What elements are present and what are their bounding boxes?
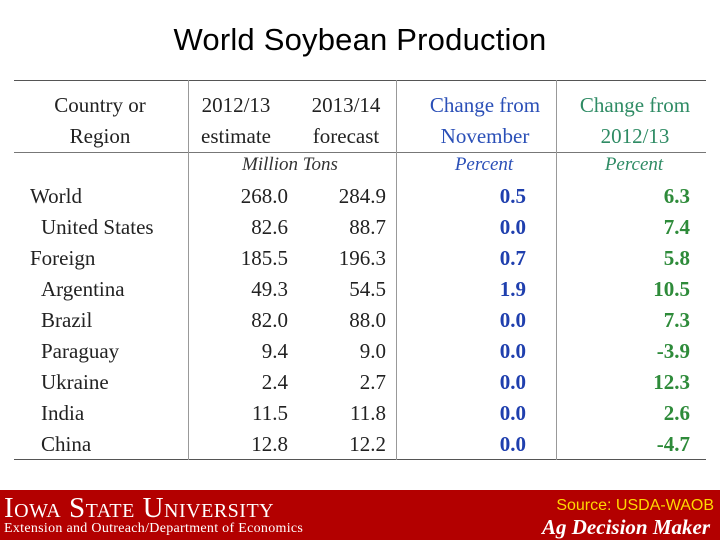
iowa-state-logo: Iowa State University bbox=[4, 492, 274, 525]
table-row: Foreign 185.5 196.3 0.7 5.8 bbox=[14, 243, 706, 274]
forecast-value: 88.0 bbox=[349, 308, 386, 332]
unit-million-tons: Million Tons bbox=[242, 154, 338, 175]
estimate-value: 185.5 bbox=[240, 246, 288, 270]
header-divider bbox=[14, 152, 706, 153]
header-change-prior-year: Change from 2012/13 bbox=[579, 93, 691, 148]
change-prior-year-value: 7.4 bbox=[663, 215, 690, 239]
forecast-value: 88.7 bbox=[349, 215, 386, 239]
header-country: Country or Region bbox=[54, 93, 146, 148]
region-name: World bbox=[30, 184, 82, 208]
estimate-value: 82.6 bbox=[251, 215, 288, 239]
header-forecast: 2013/14 forecast bbox=[311, 93, 381, 148]
slide-title: World Soybean Production bbox=[173, 22, 547, 57]
region-name: United States bbox=[41, 215, 154, 239]
change-november-value: 0.0 bbox=[499, 370, 526, 394]
unit-percent: Percent bbox=[604, 154, 664, 175]
extension-text: Extension and Outreach/Department of Eco… bbox=[4, 521, 304, 536]
estimate-value: 11.5 bbox=[252, 401, 288, 425]
region-name: Brazil bbox=[41, 308, 93, 332]
column-divider bbox=[188, 80, 189, 460]
table-row: United States 82.6 88.7 0.0 7.4 bbox=[14, 212, 706, 243]
change-prior-year-value: 6.3 bbox=[663, 184, 690, 208]
estimate-value: 49.3 bbox=[251, 277, 288, 301]
table-row: World 268.0 284.9 0.5 6.3 bbox=[14, 181, 706, 212]
change-november-value: 1.9 bbox=[499, 277, 526, 301]
column-divider bbox=[556, 80, 557, 460]
data-table bbox=[14, 80, 706, 460]
footer-bar: Iowa State University Extension and Outr… bbox=[0, 490, 720, 540]
column-divider bbox=[396, 80, 397, 460]
table-row: China 12.8 12.2 0.0 -4.7 bbox=[14, 429, 706, 460]
table-row: Brazil 82.0 88.0 0.0 7.3 bbox=[14, 305, 706, 336]
change-prior-year-value: 12.3 bbox=[653, 370, 690, 394]
forecast-value: 12.2 bbox=[349, 432, 386, 456]
change-november-value: 0.0 bbox=[499, 308, 526, 332]
header-estimate: 2012/13 estimate bbox=[201, 93, 271, 148]
table-row: India 11.5 11.8 0.0 2.6 bbox=[14, 398, 706, 429]
change-november-value: 0.0 bbox=[499, 215, 526, 239]
forecast-value: 284.9 bbox=[338, 184, 386, 208]
change-november-value: 0.5 bbox=[499, 184, 526, 208]
university-wordmark: Iowa State University bbox=[4, 492, 275, 524]
change-november-value: 0.0 bbox=[499, 339, 526, 363]
header-change-november: Change from November bbox=[429, 93, 541, 148]
change-prior-year-value: 5.8 bbox=[663, 246, 690, 270]
estimate-value: 82.0 bbox=[251, 308, 288, 332]
region-name: Argentina bbox=[41, 277, 125, 301]
unit-percent: Percent bbox=[454, 154, 514, 175]
region-name: Ukraine bbox=[41, 370, 109, 394]
forecast-value: 196.3 bbox=[338, 246, 386, 270]
estimate-value: 268.0 bbox=[240, 184, 288, 208]
change-prior-year-value: -4.7 bbox=[656, 432, 690, 456]
ag-decision-maker-logo: Ag Decision Maker bbox=[542, 515, 710, 539]
forecast-value: 2.7 bbox=[359, 370, 386, 394]
forecast-value: 11.8 bbox=[350, 401, 386, 425]
change-november-value: 0.0 bbox=[499, 401, 526, 425]
forecast-value: 54.5 bbox=[349, 277, 386, 301]
table-row: Argentina 49.3 54.5 1.9 10.5 bbox=[14, 274, 706, 305]
region-name: Paraguay bbox=[41, 339, 120, 363]
estimate-value: 2.4 bbox=[261, 370, 288, 394]
change-prior-year-value: -3.9 bbox=[656, 339, 690, 363]
source-text: Source: USDA-WAOB bbox=[556, 497, 714, 514]
forecast-value: 9.0 bbox=[359, 339, 386, 363]
table-row: Ukraine 2.4 2.7 0.0 12.3 bbox=[14, 367, 706, 398]
change-november-value: 0.7 bbox=[499, 246, 526, 270]
region-name: China bbox=[41, 432, 92, 456]
change-prior-year-value: 10.5 bbox=[653, 277, 690, 301]
change-november-value: 0.0 bbox=[499, 432, 526, 456]
change-prior-year-value: 2.6 bbox=[663, 401, 690, 425]
region-name: Foreign bbox=[30, 246, 96, 270]
table-row: Paraguay 9.4 9.0 0.0 -3.9 bbox=[14, 336, 706, 367]
change-prior-year-value: 7.3 bbox=[663, 308, 690, 332]
region-name: India bbox=[41, 401, 85, 425]
estimate-value: 9.4 bbox=[261, 339, 288, 363]
estimate-value: 12.8 bbox=[251, 432, 288, 456]
